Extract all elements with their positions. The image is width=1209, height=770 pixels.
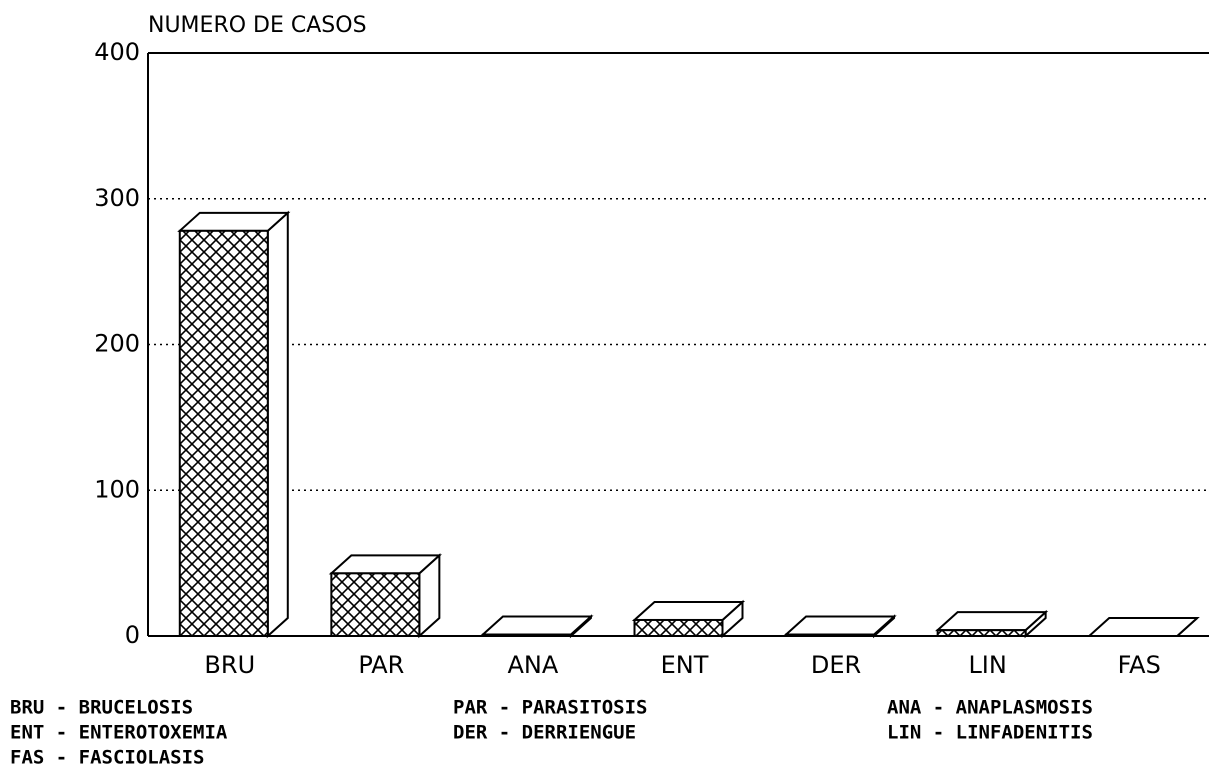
chart-title: NUMERO DE CASOS bbox=[148, 13, 367, 38]
legend-note: LIN - LINFADENITIS bbox=[887, 722, 1093, 744]
bar-top bbox=[783, 615, 897, 636]
bar-top bbox=[935, 611, 1049, 632]
y-tick-label: 400 bbox=[94, 38, 140, 66]
bar-top bbox=[177, 211, 291, 232]
legend-note: ENT - ENTEROTOXEMIA bbox=[10, 722, 228, 744]
bar bbox=[785, 633, 876, 637]
bar-top bbox=[631, 600, 746, 621]
x-tick-label: LIN bbox=[968, 651, 1006, 679]
y-tick-label: 100 bbox=[94, 475, 140, 503]
bar bbox=[178, 229, 269, 637]
x-tick-label: ANA bbox=[508, 651, 559, 679]
legend-note: DER - DERRIENGUE bbox=[453, 722, 636, 744]
legend-note: ANA - ANAPLASMOSIS bbox=[887, 697, 1093, 719]
y-tick-label: 300 bbox=[94, 184, 140, 212]
legend-note: FAS - FASCIOLASIS bbox=[10, 747, 204, 769]
x-tick-label: BRU bbox=[204, 651, 255, 679]
x-tick-label: DER bbox=[811, 651, 861, 679]
bar-top bbox=[480, 615, 594, 636]
x-tick-label: FAS bbox=[1118, 651, 1161, 679]
x-tick-label: ENT bbox=[661, 651, 709, 679]
legend-note: BRU - BRUCELOSIS bbox=[10, 697, 193, 719]
bar-side bbox=[266, 210, 289, 639]
y-tick-label: 0 bbox=[125, 621, 140, 649]
bar bbox=[633, 618, 724, 638]
bar bbox=[330, 572, 421, 638]
bar-top bbox=[1086, 617, 1200, 637]
x-tick-label: PAR bbox=[358, 651, 404, 679]
bar-top bbox=[328, 554, 442, 575]
bar bbox=[481, 633, 572, 637]
y-tick-label: 200 bbox=[94, 330, 140, 358]
bar bbox=[936, 629, 1027, 637]
legend-note: PAR - PARASITOSIS bbox=[453, 697, 647, 719]
